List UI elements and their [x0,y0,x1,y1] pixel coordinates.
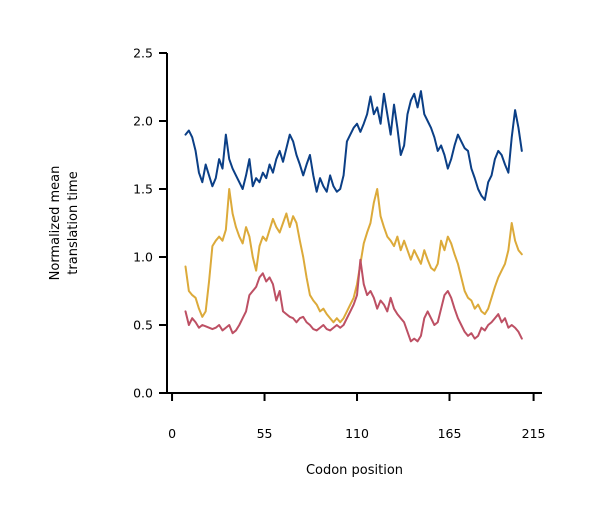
y-tick-label: 0.5 [133,318,153,333]
x-tick-label: 55 [257,426,273,441]
x-tick-label: 110 [345,426,369,441]
y-tick-label: 1.0 [133,250,153,265]
x-axis-title: Codon position [306,463,403,478]
x-tick-label: 0 [168,426,176,441]
y-tick-label: 1.5 [133,182,153,197]
x-ticks: 0 55 110 165 215 [168,393,546,441]
series-layer [184,90,523,343]
x-tick-label: 165 [438,426,462,441]
y-tick-label: 0.0 [133,386,153,401]
series-line-2 [184,188,523,324]
y-axis-title-line2: translation time [66,171,81,274]
y-ticks: 0.0 0.5 1.0 1.5 2.0 2.5 [133,46,167,401]
series-line-1 [184,90,523,201]
y-tick-label: 2.5 [133,46,153,61]
y-tick-label: 2.0 [133,114,153,129]
series-line-3 [184,258,523,343]
x-tick-label: 215 [522,426,546,441]
y-axis-title-line1: Normalized mean [48,166,63,281]
